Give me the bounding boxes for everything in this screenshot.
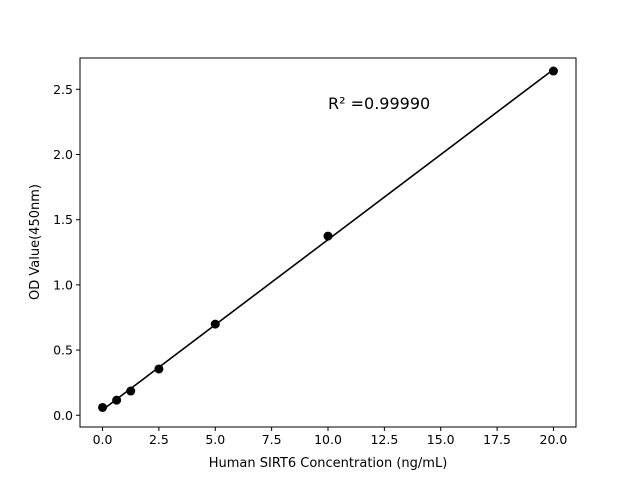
- y-tick-label: 0.0: [53, 408, 73, 423]
- x-tick-label: 10.0: [314, 432, 342, 447]
- data-point: [548, 66, 558, 76]
- y-tick-label: 1.5: [53, 212, 73, 227]
- x-tick-label: 12.5: [370, 432, 398, 447]
- x-tick-label: 7.5: [262, 432, 282, 447]
- x-tick-label: 20.0: [540, 432, 568, 447]
- x-axis-label: Human SIRT6 Concentration (ng/mL): [209, 456, 448, 471]
- y-axis-label: OD Value(450nm): [28, 184, 43, 300]
- x-tick-label: 17.5: [483, 432, 511, 447]
- y-tick-label: 0.5: [53, 343, 73, 358]
- y-tick-label: 2.5: [53, 82, 73, 97]
- data-point: [98, 402, 108, 412]
- data-point: [154, 364, 164, 374]
- x-tick-label: 0.0: [93, 432, 113, 447]
- data-point: [323, 231, 333, 241]
- x-tick-label: 5.0: [205, 432, 225, 447]
- r-squared-annotation: R² =0.99990: [328, 94, 430, 113]
- data-point: [112, 395, 122, 405]
- y-tick-label: 2.0: [53, 147, 73, 162]
- data-point: [126, 386, 136, 396]
- x-tick-label: 15.0: [427, 432, 455, 447]
- data-point: [210, 319, 220, 329]
- y-tick-label: 1.0: [53, 277, 73, 292]
- x-tick-label: 2.5: [149, 432, 169, 447]
